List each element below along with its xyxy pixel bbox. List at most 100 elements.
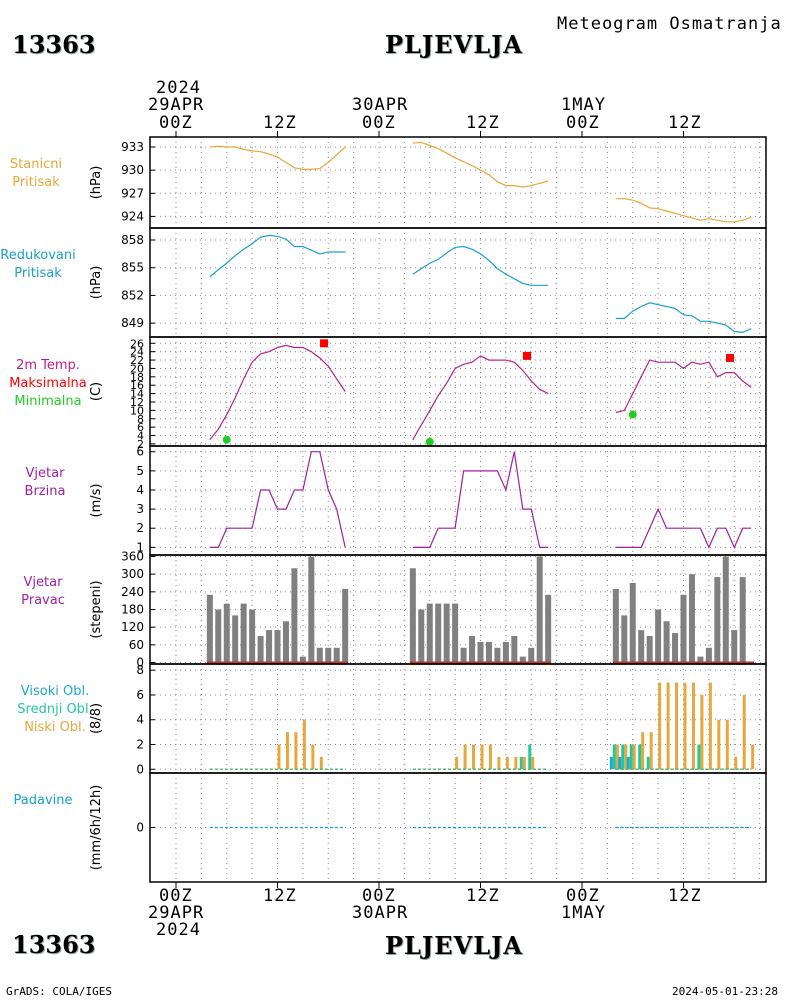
wind-dir-label: Vjetar Pravac	[0, 574, 86, 610]
cloud-bar-0-32	[751, 744, 755, 770]
wind-dir-bar-9	[282, 621, 289, 663]
wind-dir-bar-43	[688, 574, 695, 663]
pressure-label-line-2: Pritisak	[12, 175, 60, 190]
wind-dir-bar-1	[215, 609, 222, 663]
wind-dir-bar-23	[460, 647, 467, 663]
pressure-ytick-label-3: 933	[121, 140, 144, 154]
cloud-bar-1-6	[646, 756, 650, 770]
wind-dir-bar-29	[511, 636, 518, 663]
top-hour-label-5: 12Z	[668, 113, 702, 133]
wind-dir-bar-5	[249, 609, 256, 663]
wind_dir-ytick-label-6: 360	[121, 549, 144, 563]
reduced-frame	[149, 227, 767, 338]
cloud-bar-0-20	[649, 732, 653, 770]
bottom-hour-label-4: 00Z	[566, 886, 600, 906]
wind_speed-ytick-label-0: 1	[136, 540, 144, 554]
clouds-unit-label: (8/8)	[89, 703, 104, 734]
cloud-bar-2-1	[618, 756, 622, 770]
wind-dir-bar-12	[308, 556, 315, 663]
pressure-ytick-label-2: 930	[121, 163, 144, 177]
cloud-bar-0-19	[641, 732, 645, 770]
wind_speed-ytick-label-1: 2	[136, 521, 144, 535]
wind-dir-bar-16	[342, 588, 349, 663]
timestamp-text: 2024-05-01-23:28	[672, 985, 778, 998]
temp-ytick-label-2: 6	[137, 421, 144, 434]
cloud-bar-1-4	[629, 744, 633, 770]
wind-dir-bar-37	[638, 630, 645, 663]
wind_dir-ytick-label-4: 240	[121, 585, 144, 599]
wind-dir-bar-30	[519, 656, 526, 663]
wind_speed-line-0	[209, 451, 346, 549]
wind-dir-bar-13	[316, 647, 323, 663]
wind-dir-bar-34	[612, 588, 619, 663]
cloud-bar-0-5	[319, 756, 323, 770]
wind_dir-ytick-label-0: 0	[136, 656, 144, 670]
wind-dir-bar-22	[452, 603, 459, 663]
pressure-label: Stanicni Pritisak	[0, 156, 72, 192]
temp-label: 2m Temp. Maksimalna Minimalna	[0, 357, 96, 411]
cloud-bar-0-1	[285, 732, 289, 770]
bottom-day-label-2: 1MAY	[561, 903, 606, 923]
cloud-bar-0-14	[522, 756, 526, 770]
pressure-line-2	[615, 198, 752, 223]
wind-dir-bar-8	[274, 630, 281, 663]
cloud-bar-2-2	[626, 756, 630, 770]
wind-dir-bar-49	[739, 577, 746, 663]
precip-frame	[149, 772, 767, 883]
wind-speed-label-line-2: Brzina	[24, 484, 66, 499]
wind-dir-bar-26	[485, 641, 492, 663]
wind-dir-bar-45	[705, 647, 712, 663]
cloud-bar-0-10	[488, 744, 492, 770]
wind-dir-bar-48	[731, 630, 738, 663]
temp-label-line-3: Minimalna	[14, 394, 82, 409]
clouds-ytick-label-4: 8	[136, 663, 144, 677]
cloud-bar-2-0	[609, 756, 613, 770]
pressure-unit-label: (hPa)	[89, 166, 104, 200]
top-hour-label-4: 00Z	[566, 113, 600, 133]
wind-dir-bar-44	[697, 656, 704, 663]
clouds-label-line-3: Niski Obl.	[24, 720, 86, 735]
wind_dir-unit-label: (stepeni)	[89, 580, 104, 638]
wind-speed-label: Vjetar Brzina	[0, 465, 90, 501]
wind-dir-bar-20	[435, 603, 442, 663]
precip-ytick-label-0: 0	[136, 821, 144, 835]
wind-dir-bar-15	[333, 647, 340, 663]
station-id: 13363	[12, 30, 96, 59]
reduced-ytick-label-2: 855	[121, 261, 144, 275]
bottom-hour-label-2: 00Z	[362, 886, 396, 906]
wind-dir-bar-47	[722, 556, 729, 663]
temp-label-line-1: 2m Temp.	[16, 358, 80, 373]
cloud-bar-0-11	[497, 756, 501, 770]
meteogram-title: Meteogram Osmatranja	[557, 14, 782, 34]
cloud-bar-1-2	[612, 744, 616, 770]
clouds-ytick-label-2: 4	[136, 713, 144, 727]
wind-dir-bar-36	[629, 582, 636, 663]
cloud-bar-0-7	[463, 744, 467, 770]
reduced-label: Redukovani Pritisak	[0, 247, 76, 283]
bottom-hour-label-0: 00Z	[159, 886, 193, 906]
bottom-day-label-0: 29APR	[148, 903, 205, 923]
reduced-ytick-label-0: 849	[121, 316, 144, 330]
tmin-marker-2	[628, 410, 637, 419]
top-hour-label-3: 12Z	[466, 113, 500, 133]
bottom-day-label-1: 30APR	[352, 903, 409, 923]
tmin-marker-1	[425, 437, 434, 446]
wind-dir-bar-46	[714, 577, 721, 663]
clouds-label: Visoki Obl. Srednji Obl. Niski Obl.	[0, 683, 110, 737]
wind-dir-bar-11	[299, 656, 306, 663]
wind_dir-ytick-label-3: 180	[121, 603, 144, 617]
cloud-bar-0-27	[708, 682, 712, 770]
bottom-hour-label-3: 12Z	[466, 886, 500, 906]
wind-dir-bar-40	[663, 621, 670, 663]
cloud-bar-0-25	[691, 682, 695, 770]
reduced-line-1	[412, 245, 549, 286]
cloud-bar-0-15	[531, 756, 535, 770]
reduced-line-2	[615, 302, 752, 334]
clouds-ytick-label-3: 6	[136, 688, 144, 702]
temperature-line-2	[615, 359, 752, 414]
wind_speed-unit-label: (m/s)	[89, 484, 104, 518]
wind_dir-ytick-label-5: 300	[121, 567, 144, 581]
pressure-line-1	[412, 141, 549, 188]
clouds-label-line-2: Srednji Obl.	[17, 702, 93, 717]
